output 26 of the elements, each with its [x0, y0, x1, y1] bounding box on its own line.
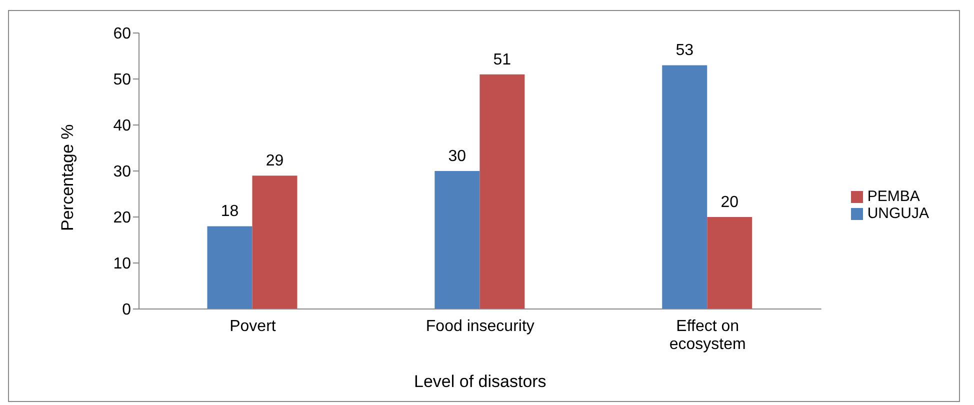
x-tick-label: Food insecurity — [426, 318, 534, 335]
y-tick-label: 60 — [113, 26, 132, 43]
data-label: 51 — [493, 51, 512, 68]
y-tick-label: 20 — [113, 210, 132, 227]
bar — [480, 74, 525, 309]
bar — [207, 226, 252, 309]
data-label: 20 — [720, 194, 739, 211]
y-tick-label: 40 — [113, 118, 132, 135]
data-label: 30 — [448, 148, 466, 165]
x-tick-label: Povert — [230, 318, 276, 335]
y-axis-title: Percentage % — [58, 124, 78, 231]
data-label: 29 — [266, 152, 284, 170]
y-tick-label: 30 — [113, 164, 132, 181]
y-tick-label: 10 — [113, 256, 132, 273]
bar — [707, 217, 752, 309]
legend-label: UNGUJA — [867, 205, 929, 222]
x-tick-label: Effect on ecosystem — [669, 318, 746, 353]
y-tick-label: 50 — [113, 72, 132, 89]
bar — [252, 176, 298, 309]
data-label: 18 — [220, 203, 239, 220]
y-tick-label: 0 — [122, 302, 132, 319]
bar — [662, 65, 708, 309]
data-label: 53 — [676, 42, 694, 60]
legend-label: PEMBA — [867, 188, 920, 205]
x-axis-title: Level of disastors — [414, 372, 546, 391]
bar — [434, 171, 480, 309]
